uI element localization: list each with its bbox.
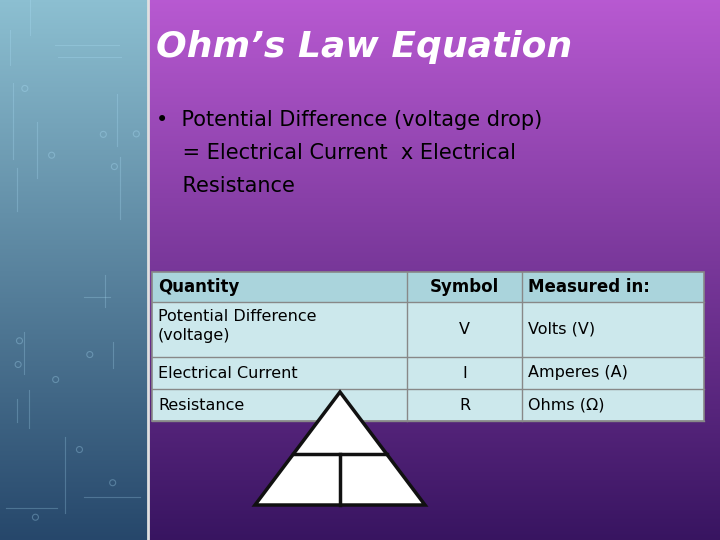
Text: Electrical Current: Electrical Current — [158, 366, 297, 381]
Text: Ohm’s Law Equation: Ohm’s Law Equation — [156, 30, 572, 64]
Text: R: R — [459, 397, 470, 413]
Bar — [152, 272, 704, 421]
Text: Quantity: Quantity — [158, 278, 239, 296]
Text: V: V — [459, 322, 470, 337]
Text: Potential Difference: Potential Difference — [158, 309, 317, 324]
Text: Amperes (A): Amperes (A) — [528, 366, 628, 381]
Text: Ohms (Ω): Ohms (Ω) — [528, 397, 605, 413]
Bar — [152, 389, 704, 421]
Text: •  Potential Difference (voltage drop): • Potential Difference (voltage drop) — [156, 110, 542, 130]
Text: Measured in:: Measured in: — [528, 278, 650, 296]
Polygon shape — [255, 392, 425, 505]
Text: Resistance: Resistance — [158, 397, 244, 413]
Bar — [152, 272, 704, 302]
Bar — [152, 357, 704, 389]
Text: = Electrical Current  x Electrical: = Electrical Current x Electrical — [156, 143, 516, 163]
Text: I: I — [462, 366, 467, 381]
Text: Symbol: Symbol — [430, 278, 499, 296]
Text: Resistance: Resistance — [156, 176, 295, 196]
Text: (voltage): (voltage) — [158, 328, 230, 343]
Text: Volts (V): Volts (V) — [528, 322, 595, 337]
Bar — [152, 302, 704, 357]
